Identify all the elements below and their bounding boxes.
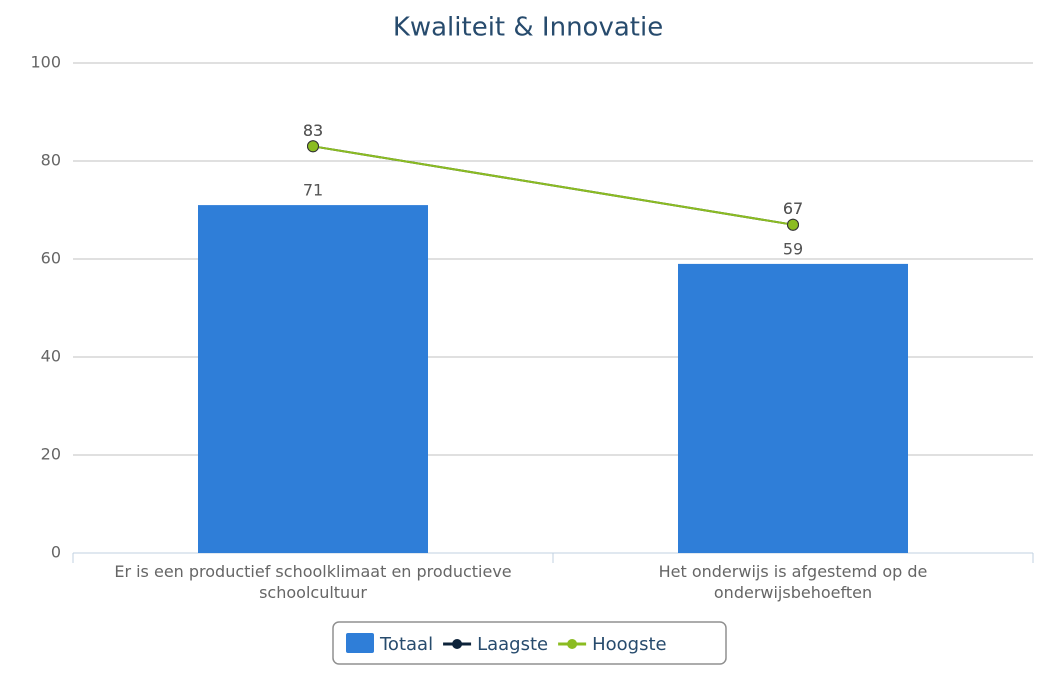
- data-label: 67: [783, 199, 803, 218]
- point: [307, 140, 319, 153]
- y-tick-label: 0: [51, 543, 61, 562]
- bar: [678, 263, 908, 553]
- x-tick-label: Het onderwijs is afgestemd op de onderwi…: [658, 562, 928, 602]
- legend-label: Totaal: [379, 634, 433, 655]
- legend-marker: [452, 639, 463, 649]
- legend-marker: [567, 639, 578, 649]
- data-label: 67: [783, 199, 803, 218]
- legend-box: [332, 621, 727, 665]
- x-tick-label: Er is een productief schoolklimaat en pr…: [114, 562, 512, 602]
- y-tick-label: 60: [41, 249, 61, 268]
- y-tick-label: 80: [41, 151, 61, 170]
- legend-swatch: [346, 633, 374, 653]
- line: [312, 145, 794, 226]
- data-label: 71: [303, 181, 323, 200]
- data-label: 83: [303, 121, 323, 140]
- bar: [198, 205, 428, 553]
- data-label: 83: [303, 121, 323, 140]
- legend-label: Hoogste: [592, 634, 667, 655]
- chart-title: Kwaliteit & Innovatie: [393, 13, 663, 43]
- y-tick-label: 20: [41, 445, 61, 464]
- legend-label: Laagste: [477, 634, 548, 655]
- point: [787, 218, 799, 231]
- y-tick-label: 100: [30, 53, 61, 72]
- y-tick-label: 40: [41, 347, 61, 366]
- data-label: 59: [783, 239, 803, 258]
